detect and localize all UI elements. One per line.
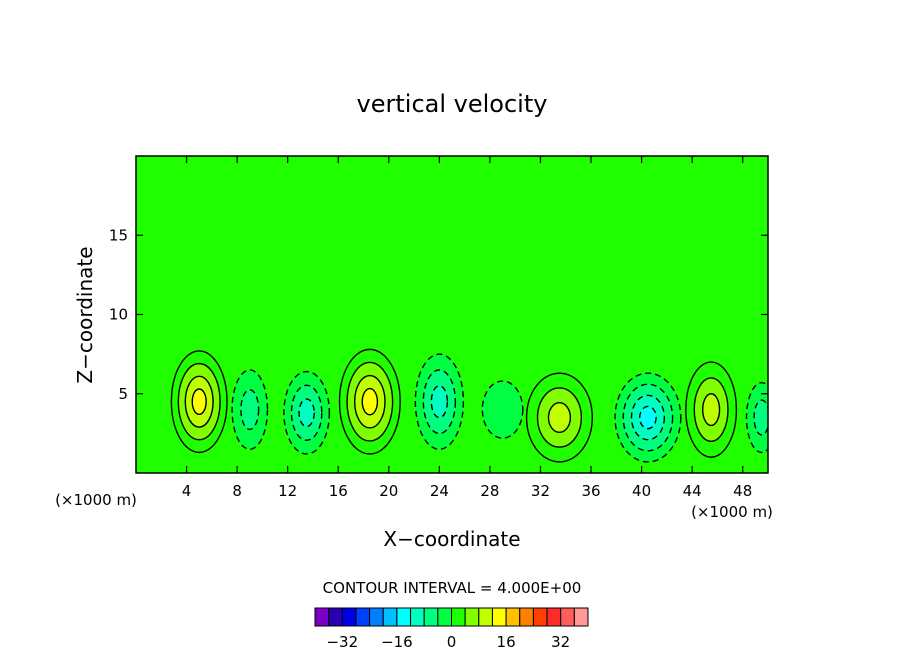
contour-cell-10 [745, 381, 768, 454]
x-tick-label: 16 [329, 482, 348, 500]
colorbar-swatch [396, 607, 412, 627]
x-tick-label: 12 [278, 482, 297, 500]
contour-level [191, 388, 207, 416]
x-tick-label: 28 [480, 482, 499, 500]
contour-cells [170, 348, 768, 463]
colorbar-tick-label: 16 [497, 633, 516, 651]
contour-cell-8 [614, 372, 682, 463]
colorbar-swatch [491, 607, 507, 627]
colorbar-swatch [519, 607, 534, 627]
colorbar-swatch [314, 607, 330, 627]
contour-cell-7 [525, 372, 594, 463]
x-axis-label: X−coordinate [383, 527, 520, 551]
contour-cell-2 [231, 369, 269, 450]
contour-cell-3 [283, 370, 331, 455]
x-tick-label: 8 [232, 482, 242, 500]
colorbar-swatch [573, 607, 589, 627]
x-tick-label: 20 [379, 482, 398, 500]
contour-level [298, 398, 315, 428]
contour-level [701, 393, 721, 427]
contour-cell-6 [481, 380, 524, 439]
contour-level [430, 385, 449, 419]
contour-level [753, 399, 768, 436]
x-tick-label: 40 [632, 482, 651, 500]
x-tick-label: 32 [531, 482, 550, 500]
colorbar-swatch [355, 607, 371, 627]
x-unit-right: (×1000 m) [691, 503, 773, 521]
colorbar-swatch [451, 607, 466, 627]
x-tick-label: 48 [733, 482, 752, 500]
colorbar-swatch [532, 607, 548, 627]
chart-title: vertical velocity [357, 90, 548, 118]
x-tick-label: 44 [683, 482, 702, 500]
x-unit-left: (×1000 m) [55, 491, 137, 509]
contour-cell-4 [338, 348, 401, 455]
colorbar-swatch [369, 607, 384, 627]
colorbar-tick-label: −16 [381, 633, 413, 651]
x-tick-label: 4 [182, 482, 192, 500]
y-tick-label: 10 [109, 306, 128, 324]
colorbar-swatch [328, 607, 343, 627]
y-tick-label: 15 [109, 226, 128, 244]
colorbar: −32 −16 0 16 32 [314, 607, 589, 651]
contour-level [547, 402, 572, 434]
colorbar-swatch [464, 607, 480, 627]
contour-cell-5 [414, 353, 465, 450]
colorbar-tick-label: 32 [551, 633, 570, 651]
contour-level [481, 380, 524, 439]
contour-level [240, 389, 260, 431]
colorbar-tick-label: −32 [326, 633, 358, 651]
x-tick-label: 24 [430, 482, 449, 500]
contour-cell-1 [170, 350, 228, 454]
colorbar-tick-label: 0 [447, 633, 457, 651]
contour-cell-9 [685, 361, 738, 458]
colorbar-swatch [505, 607, 521, 627]
colorbar-swatch [410, 607, 425, 627]
colorbar-swatch [560, 607, 575, 627]
y-axis-label: Z−coordinate [73, 246, 97, 383]
x-tick-label: 36 [581, 482, 600, 500]
colorbar-swatch [546, 607, 562, 627]
colorbar-swatch [341, 607, 357, 627]
contour-level [361, 387, 379, 416]
contour-level [639, 405, 657, 430]
colorbar-swatch [478, 607, 493, 627]
colorbar-swatch [437, 607, 453, 627]
colorbar-swatch [423, 607, 439, 627]
colorbar-swatch [382, 607, 398, 627]
contour-interval-label: CONTOUR INTERVAL = 4.000E+00 [323, 579, 582, 597]
y-tick-label: 5 [118, 385, 128, 403]
